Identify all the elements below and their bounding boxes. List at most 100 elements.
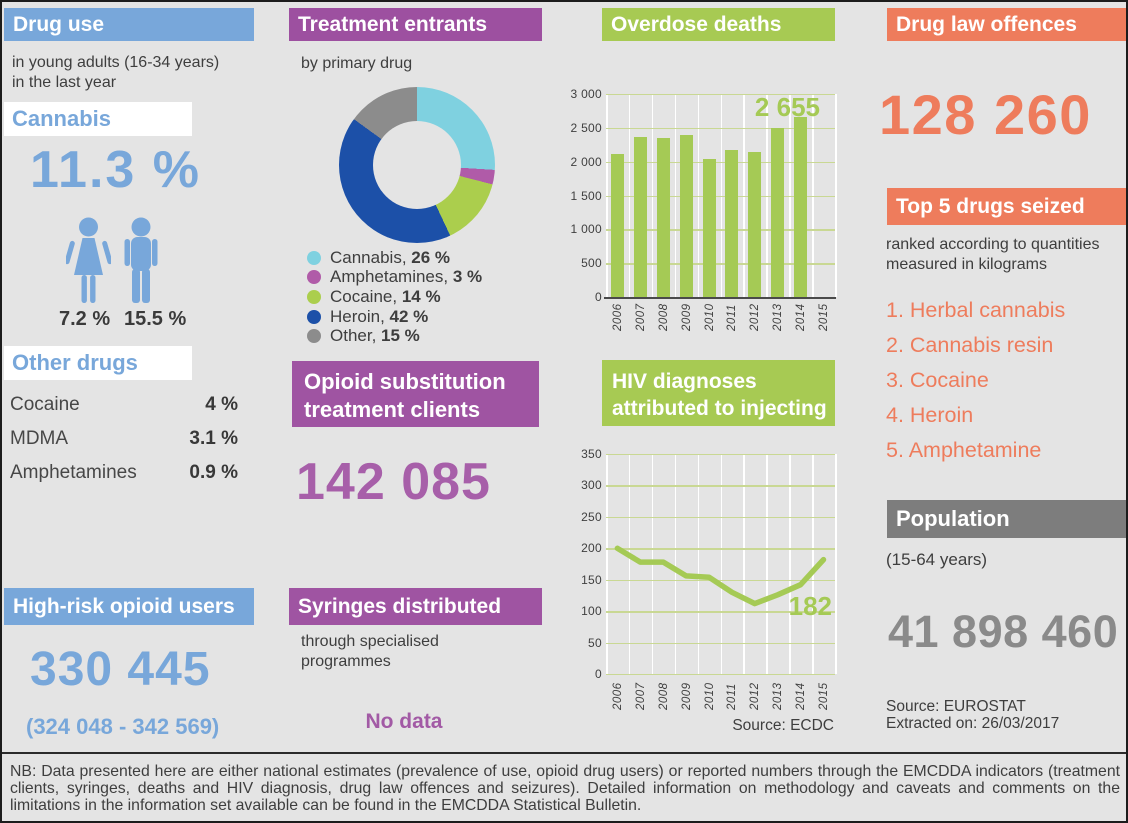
drug-name: MDMA	[10, 428, 69, 449]
population-value: 41 898 460	[888, 606, 1119, 657]
drug-value: 4 %	[205, 394, 238, 415]
x-tick-label: 2010	[703, 682, 716, 710]
donut-hole	[373, 121, 461, 209]
heroin-dot-icon	[307, 309, 321, 324]
gridline-horizontal	[606, 229, 835, 231]
gridline-horizontal	[606, 454, 835, 456]
overdose-deaths-bar-chart: 2 655 3 000 2 500 2 000 1 500 1 000 500 0 2006 2…	[568, 87, 837, 350]
overdose-deaths-title: Overdose deaths	[611, 13, 782, 36]
population-subtitle: (15-64 years)	[886, 550, 988, 569]
x-tick-label: 2006	[611, 682, 624, 710]
x-tick-label: 2014	[795, 303, 808, 331]
footer-note: NB: Data presented here are either natio…	[2, 752, 1126, 814]
y-tick-label: 0	[595, 290, 602, 304]
x-tick-label: 2009	[680, 682, 693, 710]
other-drugs-label: Other drugs	[12, 350, 138, 375]
drug-name: Cocaine	[10, 394, 80, 415]
y-tick-label: 250	[581, 509, 602, 524]
y-tick-label: 300	[581, 478, 602, 493]
gridline-horizontal	[606, 485, 835, 487]
top5-seized-header: Top 5 drugs seized	[887, 188, 1126, 225]
y-tick-label: 1 500	[570, 188, 602, 203]
legend-item-cannabis: Cannabis, 26 %	[307, 248, 482, 268]
x-tick-label: 2014	[795, 682, 808, 710]
high-risk-opioid-value: 330 445	[30, 643, 211, 696]
treatment-subtitle: by primary drug	[301, 55, 413, 72]
gridline-horizontal	[606, 263, 835, 265]
high-risk-opioid-header: High-risk opioid users	[4, 588, 254, 625]
legend-item-other: Other, 15 %	[307, 326, 482, 346]
drug-law-offences-header: Drug law offences	[887, 8, 1126, 41]
legend-text: Other, 15 %	[330, 326, 420, 346]
bar-2008	[656, 137, 670, 297]
cannabis-label: Cannabis	[12, 106, 112, 131]
bar-2011	[725, 150, 739, 297]
x-tick-label: 2013	[772, 303, 785, 331]
x-tick-label: 2012	[749, 682, 762, 710]
drug-use-subtitle-line2: in the last year	[12, 73, 117, 91]
hiv-source: Source: ECDC	[732, 717, 834, 734]
seized-item-1: 1. Herbal cannabis	[886, 298, 1066, 322]
treatment-entrants-header: Treatment entrants	[289, 8, 542, 41]
overdose-deaths-header: Overdose deaths	[602, 8, 835, 41]
x-axis	[604, 297, 836, 299]
gridline-horizontal	[606, 161, 835, 164]
x-tick-label: 2011	[726, 304, 739, 331]
hiv-latest-annotation: 182	[788, 591, 832, 621]
seized-item-5: 5. Amphetamine	[886, 438, 1042, 462]
opioid-substitution-value: 142 085	[296, 453, 491, 511]
legend-item-amphetamines: Amphetamines, 3 %	[307, 267, 483, 288]
footer-note-text: NB: Data presented here are either natio…	[10, 763, 1120, 814]
female-icon	[66, 216, 111, 308]
drug-use-subtitle-line1: in young adults (16-34 years)	[12, 54, 220, 71]
hiv-line-chart: 182 Source: ECDC 350 300 250 200 150 100 50 0 20…	[568, 446, 837, 742]
cannabis-prevalence-value: 11.3 %	[30, 141, 202, 199]
drug-value: 0.9 %	[189, 462, 238, 483]
cocaine-dot-icon	[307, 289, 321, 304]
drug-law-offences-title: Drug law offences	[896, 13, 1077, 36]
bar-2014	[794, 117, 808, 297]
gridline-vertical	[628, 454, 631, 674]
legend-text: Amphetamines, 3 %	[330, 267, 483, 287]
syringes-subtitle: through specialised programmes	[301, 632, 439, 672]
gridline-horizontal	[606, 548, 835, 550]
y-tick-label: 2 000	[570, 154, 602, 169]
y-tick-label: 3 000	[570, 87, 602, 101]
x-tick-label: 2011	[726, 683, 739, 710]
gridline-vertical	[789, 454, 791, 674]
syringes-subtitle-line1: through specialised	[301, 633, 439, 650]
legend-text: Cocaine, 14 %	[330, 286, 441, 306]
x-tick-label: 2007	[634, 682, 647, 710]
hiv-trend-polyline	[614, 545, 827, 607]
x-tick-label: 2013	[772, 682, 785, 710]
gridline-vertical	[720, 454, 723, 674]
x-tick-label: 2008	[657, 682, 670, 710]
x-tick-label: 2008	[657, 303, 670, 331]
y-tick-label: 0	[595, 667, 602, 681]
x-tick-label: 2009	[680, 303, 693, 331]
gridline-vertical	[766, 454, 768, 674]
male-prevalence-value: 15.5 %	[124, 308, 187, 330]
drug-use-subtitle: in young adults (16-34 years) in the las…	[12, 53, 219, 93]
seized-item-4: 4. Heroin	[886, 403, 974, 427]
drug-law-offences-value: 128 260	[879, 83, 1092, 146]
y-tick-label: 50	[588, 635, 602, 650]
seized-item-2: 2. Cannabis resin	[886, 333, 1054, 357]
treatment-donut-chart	[339, 87, 495, 243]
y-tick-label: 500	[581, 256, 602, 271]
opioid-substitution-title-line2: treatment clients	[304, 397, 481, 422]
x-tick-label: 2007	[634, 303, 647, 331]
donut-legend: Cannabis, 26 % Amphetamines, 3 % Cocaine…	[307, 248, 482, 346]
eurostat-source-line1: Source: EUROSTAT	[886, 698, 1026, 715]
population-title: Population	[896, 506, 1010, 531]
cannabis-band: Cannabis	[4, 102, 192, 136]
legend-text: Heroin, 42 %	[330, 306, 429, 326]
syringes-subtitle-line2: programmes	[301, 652, 391, 670]
other-drugs-band: Other drugs	[4, 346, 192, 380]
syringes-title: Syringes distributed	[298, 595, 502, 618]
x-tick-label: 2006	[611, 303, 624, 331]
gridline-horizontal	[606, 611, 835, 613]
top5-seized-title: Top 5 drugs seized	[896, 195, 1085, 218]
gridline-vertical	[812, 454, 814, 674]
gridline-vertical	[697, 454, 700, 674]
